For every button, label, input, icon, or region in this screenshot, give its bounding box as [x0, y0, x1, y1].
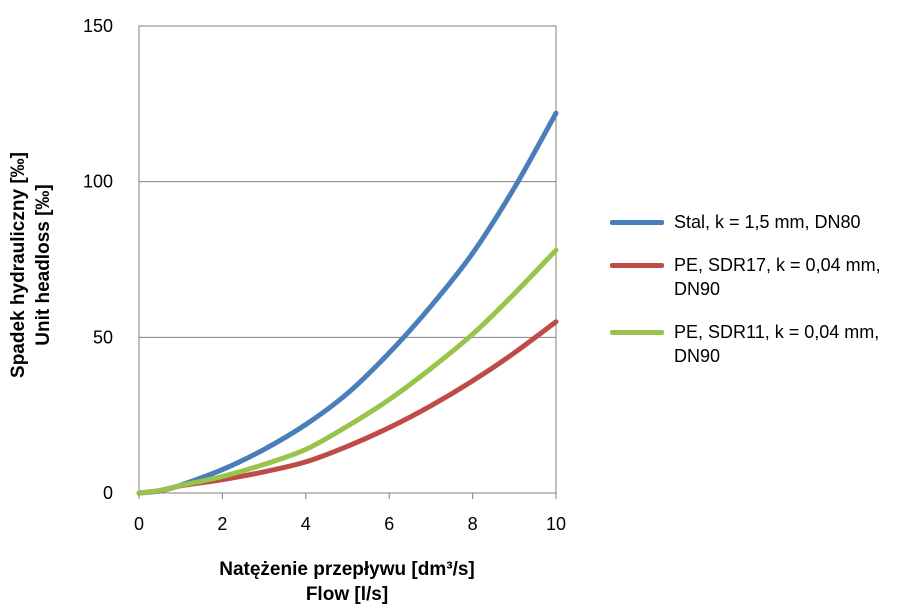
- x-tick-label: 0: [134, 514, 144, 534]
- legend-label: Stal, k = 1,5 mm, DN80: [674, 212, 861, 232]
- legend-item-3: PE, SDR11, k = 0,04 mm, DN90: [610, 320, 898, 368]
- x-tick-label: 6: [384, 514, 394, 534]
- x-axis-title-secondary: Flow [l/s]: [306, 584, 388, 605]
- x-tick-label: 4: [301, 514, 311, 534]
- legend-swatch: [610, 220, 664, 225]
- y-tick-label: 150: [83, 16, 113, 36]
- y-axis-title-secondary: Unit headloss [‰]: [33, 184, 54, 346]
- x-tick-label: 8: [468, 514, 478, 534]
- y-axis-tick-labels: 0 50 100 150: [83, 16, 113, 503]
- x-axis-title: Natężenie przepływu [dm³/s]: [219, 559, 475, 580]
- legend-label: PE, SDR11, k = 0,04 mm, DN90: [674, 322, 880, 366]
- series-line-3: [136, 247, 559, 496]
- plot-area-frame: [138, 25, 557, 494]
- x-axis-tick-labels: 0 2 4 6 8 10: [134, 493, 566, 534]
- series-line-2: [136, 319, 559, 496]
- y-axis-title: Spadek hydrauliczny [‰]: [8, 152, 29, 378]
- y-tick-label: 100: [83, 172, 113, 192]
- legend-swatch: [610, 330, 664, 335]
- chart-legend: Stal, k = 1,5 mm, DN80 PE, SDR17, k = 0,0…: [610, 210, 898, 387]
- gridlines: [139, 181, 556, 338]
- x-tick-label: 10: [546, 514, 566, 534]
- x-tick-label: 2: [217, 514, 227, 534]
- series-lines: [136, 110, 559, 496]
- y-tick-label: 0: [103, 483, 113, 503]
- legend-item-1: Stal, k = 1,5 mm, DN80: [610, 210, 898, 234]
- y-tick-label: 50: [93, 327, 113, 347]
- legend-label: PE, SDR17, k = 0,04 mm, DN90: [674, 255, 881, 299]
- legend-swatch: [610, 263, 664, 268]
- legend-item-2: PE, SDR17, k = 0,04 mm, DN90: [610, 253, 898, 301]
- series-line-1: [136, 110, 559, 496]
